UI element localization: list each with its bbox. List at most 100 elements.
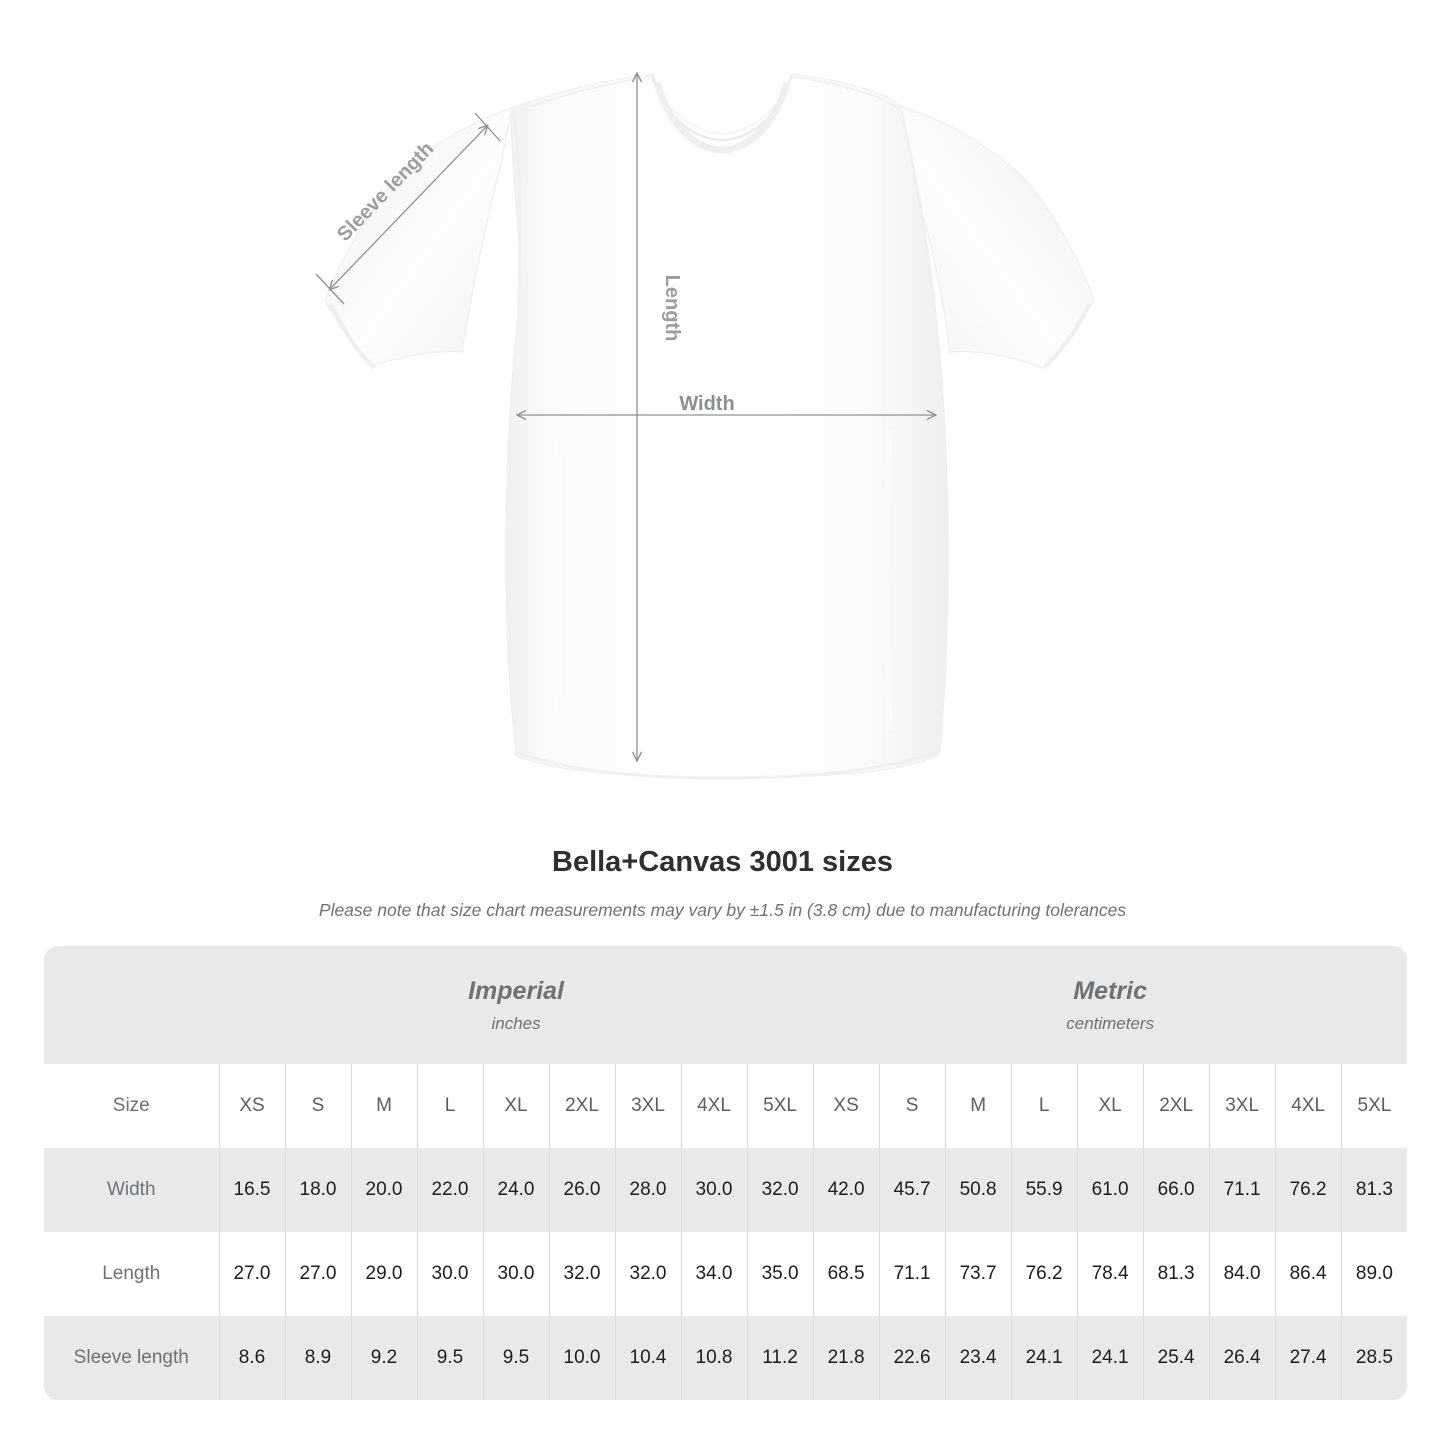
cell-width-metric-s: 45.7 (878, 1148, 946, 1232)
size-header-imperial-2xl: 2XL (548, 1064, 615, 1148)
sleeve-tick-top (474, 112, 501, 142)
cell-width-metric-xl: 61.0 (1076, 1148, 1144, 1232)
size-row-label: Size (44, 1064, 219, 1148)
cell-sleeve-metric-4xl: 27.4 (1274, 1316, 1342, 1400)
heading-block: Bella+Canvas 3001 sizes Please note that… (0, 845, 1445, 921)
width-label: Width (679, 393, 734, 415)
row-label-length: Length (44, 1232, 219, 1316)
measurement-arrows (315, 74, 935, 760)
right-armhole-seam (899, 109, 938, 321)
table-row: Sleeve length 8.6 8.9 9.2 9.5 9.5 10.0 1… (44, 1316, 1408, 1400)
cell-length-metric-l: 76.2 (1010, 1232, 1078, 1316)
unit-imperial-cell: Imperial inches (219, 946, 814, 1064)
cell-width-metric-m: 50.8 (944, 1148, 1012, 1232)
cell-sleeve-metric-xl: 24.1 (1076, 1316, 1144, 1400)
length-label: Length (661, 275, 683, 342)
unit-imperial-sub: inches (491, 1013, 541, 1033)
size-header-metric-4xl: 4XL (1274, 1064, 1342, 1148)
cell-sleeve-imperial-5xl: 11.2 (746, 1316, 814, 1400)
cell-length-imperial-3xl: 32.0 (614, 1232, 681, 1316)
cell-width-metric-4xl: 76.2 (1274, 1148, 1342, 1232)
cell-width-imperial-4xl: 30.0 (680, 1148, 747, 1232)
cell-width-metric-xs: 42.0 (812, 1148, 880, 1232)
cell-length-metric-2xl: 81.3 (1142, 1232, 1210, 1316)
cell-length-imperial-l: 30.0 (416, 1232, 483, 1316)
page-title: Bella+Canvas 3001 sizes (552, 846, 893, 878)
cell-sleeve-metric-s: 22.6 (878, 1316, 946, 1400)
size-header-imperial-xs: XS (218, 1064, 285, 1148)
size-header-metric-l: L (1010, 1064, 1078, 1148)
cell-length-imperial-4xl: 34.0 (680, 1232, 747, 1316)
size-header-imperial-m: M (350, 1064, 417, 1148)
size-header-metric-5xl: 5XL (1340, 1064, 1408, 1148)
cell-sleeve-imperial-m: 9.2 (350, 1316, 417, 1400)
size-header-imperial-4xl: 4XL (680, 1064, 747, 1148)
cell-sleeve-metric-xs: 21.8 (812, 1316, 880, 1400)
cell-width-imperial-xs: 16.5 (218, 1148, 285, 1232)
unit-metric-sub: centimeters (1066, 1013, 1155, 1033)
cell-width-metric-3xl: 71.1 (1208, 1148, 1276, 1232)
cell-sleeve-metric-m: 23.4 (944, 1316, 1012, 1400)
table-row: Length 27.0 27.0 29.0 30.0 30.0 32.0 32.… (44, 1232, 1408, 1316)
cell-sleeve-imperial-xl: 9.5 (482, 1316, 549, 1400)
collar-rib (653, 81, 791, 154)
cell-width-imperial-5xl: 32.0 (746, 1148, 814, 1232)
cell-sleeve-metric-5xl: 28.5 (1340, 1316, 1408, 1400)
size-header-imperial-5xl: 5XL (746, 1064, 814, 1148)
cell-length-imperial-m: 29.0 (350, 1232, 417, 1316)
cell-length-imperial-xl: 30.0 (482, 1232, 549, 1316)
cell-width-imperial-l: 22.0 (416, 1148, 483, 1232)
unit-imperial-name: Imperial (468, 976, 564, 1005)
sleeve-tick-bottom (315, 273, 345, 305)
cell-sleeve-metric-2xl: 25.4 (1142, 1316, 1210, 1400)
tshirt-illustration: Sleeve length Length Width (315, 0, 1095, 780)
size-header-metric-xs: XS (812, 1064, 880, 1148)
size-header-metric-m: M (944, 1064, 1012, 1148)
right-shoulder-seam (791, 75, 900, 111)
size-header-imperial-l: L (416, 1064, 483, 1148)
row-label-sleeve-length: Sleeve length (44, 1316, 219, 1400)
unit-band-spacer (44, 946, 219, 1064)
cell-sleeve-imperial-xs: 8.6 (218, 1316, 285, 1400)
cell-length-metric-xs: 68.5 (812, 1232, 880, 1316)
size-header-imperial-3xl: 3XL (614, 1064, 681, 1148)
tolerance-note: Please note that size chart measurements… (318, 900, 1127, 920)
cell-sleeve-imperial-3xl: 10.4 (614, 1316, 681, 1400)
cell-sleeve-imperial-4xl: 10.8 (680, 1316, 747, 1400)
cell-sleeve-metric-l: 24.1 (1010, 1316, 1078, 1400)
cell-length-metric-xl: 78.4 (1076, 1232, 1144, 1316)
table-row: Width 16.5 18.0 20.0 22.0 24.0 26.0 28.0… (44, 1148, 1408, 1232)
cell-width-imperial-m: 20.0 (350, 1148, 417, 1232)
cell-width-imperial-2xl: 26.0 (548, 1148, 615, 1232)
shirt-torso (505, 73, 949, 778)
fold-left (557, 429, 568, 727)
cell-length-metric-s: 71.1 (878, 1232, 946, 1316)
size-header-imperial-s: S (284, 1064, 351, 1148)
left-armhole-seam (510, 109, 522, 321)
unit-band-row: Imperial inches Metric centimeters (44, 946, 1408, 1064)
cell-length-imperial-2xl: 32.0 (548, 1232, 615, 1316)
left-cuff (328, 303, 376, 370)
cell-length-imperial-s: 27.0 (284, 1232, 351, 1316)
size-chart-table: Imperial inches Metric centimeters Size … (44, 946, 1408, 1400)
cell-length-metric-3xl: 84.0 (1208, 1232, 1276, 1316)
cell-length-metric-4xl: 86.4 (1274, 1232, 1342, 1316)
unit-metric-name: Metric (1073, 976, 1147, 1005)
tshirt-measurement-diagram: Sleeve length Length Width (315, 0, 1095, 780)
size-header-metric-xl: XL (1076, 1064, 1144, 1148)
cell-sleeve-imperial-s: 8.9 (284, 1316, 351, 1400)
cell-length-metric-5xl: 89.0 (1340, 1232, 1408, 1316)
cell-sleeve-imperial-l: 9.5 (416, 1316, 483, 1400)
cell-width-metric-2xl: 66.0 (1142, 1148, 1210, 1232)
row-label-width: Width (44, 1148, 219, 1232)
size-chart-table-container: Imperial inches Metric centimeters Size … (44, 946, 1408, 1400)
shirt-body (324, 73, 1095, 780)
cell-length-metric-m: 73.7 (944, 1232, 1012, 1316)
cell-length-imperial-5xl: 35.0 (746, 1232, 814, 1316)
cell-sleeve-imperial-2xl: 10.0 (548, 1316, 615, 1400)
fold-right (882, 429, 893, 731)
cell-width-imperial-s: 18.0 (284, 1148, 351, 1232)
right-cuff (1042, 303, 1092, 370)
size-header-metric-2xl: 2XL (1142, 1064, 1210, 1148)
cell-width-imperial-3xl: 28.0 (614, 1148, 681, 1232)
